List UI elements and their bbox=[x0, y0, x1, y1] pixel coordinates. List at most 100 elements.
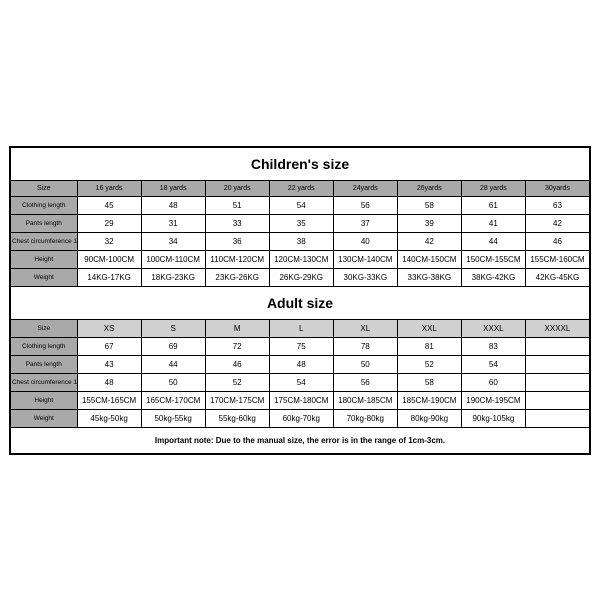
row-label: Clothing length bbox=[11, 337, 78, 355]
cell: 80kg-90kg bbox=[397, 409, 461, 427]
cell: 120CM-130CM bbox=[269, 250, 333, 268]
size-chart-wrapper: Children's size Size 16 yards 18 yards 2… bbox=[0, 0, 600, 600]
cell: 150CM-155CM bbox=[461, 250, 525, 268]
adult-header-8: XXXXL bbox=[525, 319, 589, 337]
cell: 48 bbox=[269, 355, 333, 373]
cell: 45kg-50kg bbox=[77, 409, 141, 427]
adult-header-5: XL bbox=[333, 319, 397, 337]
cell: 165CM-170CM bbox=[141, 391, 205, 409]
cell: 63 bbox=[525, 196, 589, 214]
cell: 69 bbox=[141, 337, 205, 355]
cell: 41 bbox=[461, 214, 525, 232]
adult-header-0: Size bbox=[11, 319, 78, 337]
note-row: Important note: Due to the manual size, … bbox=[11, 427, 590, 453]
cell: 56 bbox=[333, 196, 397, 214]
cell: 39 bbox=[397, 214, 461, 232]
cell: 34 bbox=[141, 232, 205, 250]
adult-header-1: XS bbox=[77, 319, 141, 337]
cell: 46 bbox=[205, 355, 269, 373]
size-chart-container: Children's size Size 16 yards 18 yards 2… bbox=[9, 146, 591, 455]
children-header-row: Size 16 yards 18 yards 20 yards 22 yards… bbox=[11, 180, 590, 196]
cell: 130CM-140CM bbox=[333, 250, 397, 268]
cell: 175CM-180CM bbox=[269, 391, 333, 409]
cell: 185CM-190CM bbox=[397, 391, 461, 409]
children-header-0: Size bbox=[11, 180, 78, 196]
adult-header-7: XXXL bbox=[461, 319, 525, 337]
cell: 50 bbox=[141, 373, 205, 391]
children-header-7: 28 yards bbox=[461, 180, 525, 196]
cell: 48 bbox=[77, 373, 141, 391]
cell: 78 bbox=[333, 337, 397, 355]
table-row: Weight 14KG-17KG 18KG-23KG 23KG-26KG 26K… bbox=[11, 268, 590, 286]
cell: 23KG-26KG bbox=[205, 268, 269, 286]
cell: 35 bbox=[269, 214, 333, 232]
cell: 67 bbox=[77, 337, 141, 355]
row-label: Pants length bbox=[11, 214, 78, 232]
children-header-4: 22 yards bbox=[269, 180, 333, 196]
row-label: Height bbox=[11, 250, 78, 268]
cell: 33 bbox=[205, 214, 269, 232]
cell: 46 bbox=[525, 232, 589, 250]
cell: 42 bbox=[525, 214, 589, 232]
cell: 52 bbox=[397, 355, 461, 373]
cell: 60kg-70kg bbox=[269, 409, 333, 427]
cell: 100CM-110CM bbox=[141, 250, 205, 268]
table-row: Chest circumference 1/2 48 50 52 54 56 5… bbox=[11, 373, 590, 391]
cell: 42KG-45KG bbox=[525, 268, 589, 286]
table-row: Clothing length 45 48 51 54 56 58 61 63 bbox=[11, 196, 590, 214]
adult-title-row: Adult size bbox=[11, 286, 590, 319]
cell: 43 bbox=[77, 355, 141, 373]
cell: 72 bbox=[205, 337, 269, 355]
cell: 140CM-150CM bbox=[397, 250, 461, 268]
children-title-row: Children's size bbox=[11, 147, 590, 180]
children-header-2: 18 yards bbox=[141, 180, 205, 196]
cell: 56 bbox=[333, 373, 397, 391]
children-size-table: Children's size Size 16 yards 18 yards 2… bbox=[10, 147, 590, 454]
row-label: Chest circumference 1/2 bbox=[11, 232, 78, 250]
cell: 18KG-23KG bbox=[141, 268, 205, 286]
cell: 155CM-160CM bbox=[525, 250, 589, 268]
adult-title: Adult size bbox=[11, 286, 590, 319]
children-header-6: 26yards bbox=[397, 180, 461, 196]
note-text: Important note: Due to the manual size, … bbox=[11, 427, 590, 453]
cell: 70kg-80kg bbox=[333, 409, 397, 427]
cell bbox=[525, 355, 589, 373]
row-label: Weight bbox=[11, 268, 78, 286]
adult-header-3: M bbox=[205, 319, 269, 337]
cell: 37 bbox=[333, 214, 397, 232]
cell: 50kg-55kg bbox=[141, 409, 205, 427]
cell: 81 bbox=[397, 337, 461, 355]
cell: 38 bbox=[269, 232, 333, 250]
children-header-8: 30yards bbox=[525, 180, 589, 196]
children-header-3: 20 yards bbox=[205, 180, 269, 196]
cell: 75 bbox=[269, 337, 333, 355]
row-label: Weight bbox=[11, 409, 78, 427]
cell bbox=[525, 391, 589, 409]
cell: 110CM-120CM bbox=[205, 250, 269, 268]
row-label: Clothing length bbox=[11, 196, 78, 214]
cell: 52 bbox=[205, 373, 269, 391]
table-row: Pants length 29 31 33 35 37 39 41 42 bbox=[11, 214, 590, 232]
cell: 38KG-42KG bbox=[461, 268, 525, 286]
cell: 90CM-100CM bbox=[77, 250, 141, 268]
adult-header-2: S bbox=[141, 319, 205, 337]
cell: 54 bbox=[269, 196, 333, 214]
cell: 31 bbox=[141, 214, 205, 232]
cell: 44 bbox=[461, 232, 525, 250]
cell: 14KG-17KG bbox=[77, 268, 141, 286]
table-row: Height 90CM-100CM 100CM-110CM 110CM-120C… bbox=[11, 250, 590, 268]
cell: 50 bbox=[333, 355, 397, 373]
cell: 33KG-38KG bbox=[397, 268, 461, 286]
cell: 60 bbox=[461, 373, 525, 391]
cell: 61 bbox=[461, 196, 525, 214]
cell: 32 bbox=[77, 232, 141, 250]
children-title: Children's size bbox=[11, 147, 590, 180]
cell: 51 bbox=[205, 196, 269, 214]
table-row: Pants length 43 44 46 48 50 52 54 bbox=[11, 355, 590, 373]
cell: 55kg-60kg bbox=[205, 409, 269, 427]
cell bbox=[525, 409, 589, 427]
cell: 30KG-33KG bbox=[333, 268, 397, 286]
cell: 54 bbox=[461, 355, 525, 373]
children-header-5: 24yards bbox=[333, 180, 397, 196]
cell: 40 bbox=[333, 232, 397, 250]
